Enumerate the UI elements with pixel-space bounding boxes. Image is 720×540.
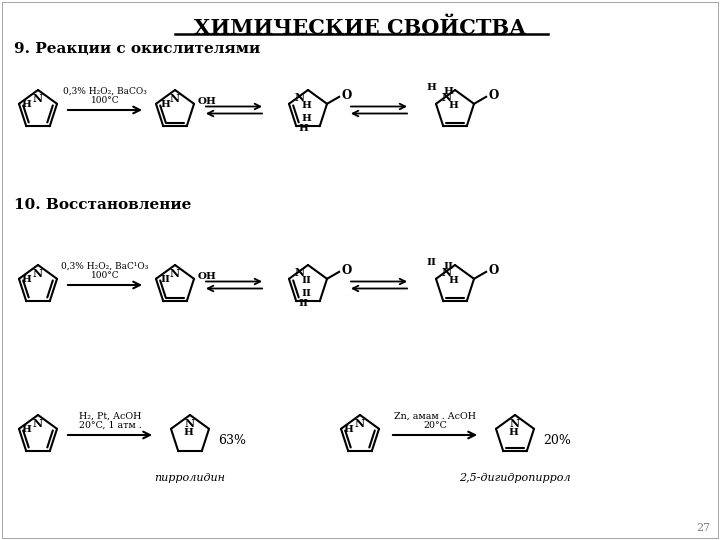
Text: 100°C: 100°C (91, 271, 120, 280)
Text: OH: OH (198, 272, 217, 281)
Text: II: II (301, 276, 311, 285)
Text: N: N (355, 418, 365, 429)
Text: N: N (33, 418, 43, 429)
Text: H: H (426, 83, 436, 92)
Text: H₂, Pt, AcOH: H₂, Pt, AcOH (78, 412, 141, 421)
Text: 10. Восстановление: 10. Восстановление (14, 198, 192, 212)
Text: N: N (295, 267, 305, 278)
Text: 0,3% H₂O₂, BaC¹O₃: 0,3% H₂O₂, BaC¹O₃ (61, 262, 149, 271)
Text: O: O (488, 89, 498, 102)
Text: H: H (302, 114, 312, 123)
Text: 20°C: 20°C (423, 421, 447, 430)
Text: N: N (33, 268, 43, 279)
Text: II: II (299, 299, 309, 308)
Text: 20%: 20% (543, 434, 571, 447)
Text: H: H (343, 425, 353, 434)
Text: H: H (299, 124, 309, 133)
Text: N: N (185, 418, 195, 429)
Text: пирролидин: пирролидин (155, 473, 225, 483)
Text: II: II (302, 289, 312, 298)
Text: H: H (160, 100, 170, 109)
Text: 2,5-дигидропиррол: 2,5-дигидропиррол (459, 473, 571, 483)
Text: H: H (21, 275, 31, 284)
Text: O: O (341, 264, 351, 278)
Text: H: H (21, 425, 31, 434)
Text: N: N (295, 92, 305, 103)
Text: II: II (443, 262, 453, 271)
Text: N: N (170, 93, 180, 104)
Text: H: H (21, 100, 31, 109)
Text: 100°C: 100°C (91, 96, 120, 105)
Text: N: N (33, 93, 43, 104)
Text: OH: OH (198, 97, 217, 106)
Text: N: N (442, 92, 452, 103)
Text: H: H (301, 101, 311, 110)
Text: 63%: 63% (218, 434, 246, 447)
Text: H: H (508, 428, 518, 437)
Text: 9. Реакции с окислителями: 9. Реакции с окислителями (14, 42, 260, 56)
Text: H: H (448, 276, 458, 285)
Text: 0,3% H₂O₂, BaCO₃: 0,3% H₂O₂, BaCO₃ (63, 87, 147, 96)
Text: II: II (426, 258, 436, 267)
Text: ХИМИЧЕСКИЕ СВОЙСТВА: ХИМИЧЕСКИЕ СВОЙСТВА (194, 18, 526, 38)
Text: N: N (510, 418, 520, 429)
Text: H: H (448, 101, 458, 110)
Text: H: H (183, 428, 193, 437)
Text: O: O (341, 89, 351, 102)
Text: II: II (160, 275, 170, 284)
Text: N: N (170, 268, 180, 279)
Text: 20°C, 1 атм .: 20°C, 1 атм . (78, 421, 141, 430)
Text: O: O (488, 264, 498, 278)
Text: H: H (443, 87, 453, 96)
Text: 27: 27 (696, 523, 710, 533)
Text: Zn, амам . AcOH: Zn, амам . AcOH (394, 412, 476, 421)
Text: N: N (442, 267, 452, 278)
